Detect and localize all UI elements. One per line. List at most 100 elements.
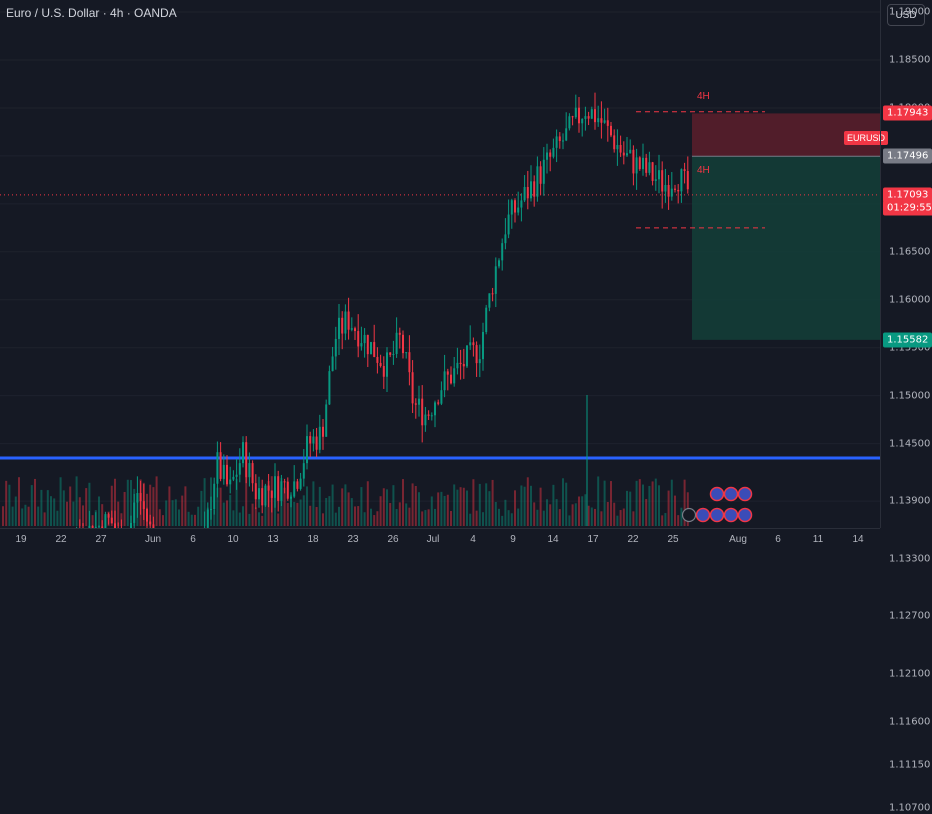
volume-bar xyxy=(143,483,145,526)
candle-body xyxy=(357,331,359,346)
volume-bar xyxy=(485,483,487,526)
candle-body xyxy=(463,364,465,366)
time-tick-label: 6 xyxy=(775,534,781,545)
volume-bar xyxy=(66,502,68,526)
event-icon xyxy=(739,509,752,522)
volume-bar xyxy=(72,502,74,526)
candle-body xyxy=(287,482,289,499)
candle-body xyxy=(626,153,628,155)
candle-body xyxy=(367,335,369,354)
volume-bar xyxy=(434,509,436,526)
price-tick-label: 1.16000 xyxy=(889,294,930,305)
candle-body xyxy=(216,452,218,484)
candle-body xyxy=(316,437,318,450)
candle-body xyxy=(479,359,481,363)
chart-plot-area[interactable] xyxy=(0,0,880,528)
volume-bar xyxy=(632,511,634,526)
volume-bar xyxy=(581,496,583,526)
candle-body xyxy=(380,363,382,366)
volume-bar xyxy=(517,509,519,526)
candle-body xyxy=(610,126,612,136)
candle-body xyxy=(469,342,471,345)
candle-body xyxy=(562,140,564,141)
volume-bar xyxy=(520,485,522,526)
candle-body xyxy=(498,260,500,266)
volume-bar xyxy=(674,496,676,526)
candle-body xyxy=(373,342,375,357)
time-tick-label: 13 xyxy=(267,534,278,545)
candle-body xyxy=(296,481,298,489)
volume-bar xyxy=(399,502,401,526)
candle-body xyxy=(636,157,638,173)
volume-bar xyxy=(440,492,442,526)
candle-body xyxy=(642,158,644,169)
volume-bar xyxy=(568,515,570,526)
candle-body xyxy=(389,352,391,354)
candle-body xyxy=(629,150,631,153)
volume-bar xyxy=(498,509,500,526)
volume-bar xyxy=(556,499,558,526)
volume-bar xyxy=(34,479,36,526)
candle-body xyxy=(370,342,372,354)
volume-bar xyxy=(396,509,398,526)
time-tick-label: 14 xyxy=(852,534,863,545)
candle-body xyxy=(255,483,257,499)
volume-bar xyxy=(543,511,545,526)
time-tick-label: 11 xyxy=(813,534,823,545)
volume-bar xyxy=(204,478,206,526)
candle-body xyxy=(213,484,215,509)
candle-body xyxy=(613,135,615,149)
volume-bar xyxy=(296,503,298,526)
event-icon xyxy=(739,488,752,501)
volume-bar xyxy=(511,513,513,526)
candle-body xyxy=(351,328,353,329)
event-icon xyxy=(697,509,710,522)
price-tick-label: 1.11600 xyxy=(889,716,930,727)
candle-body xyxy=(568,116,570,128)
candle-body xyxy=(364,335,366,343)
volume-bar xyxy=(226,500,228,526)
candle-body xyxy=(533,181,535,196)
candle-body xyxy=(552,148,554,157)
price-axis[interactable]: USD 1.190001.185001.180001.175001.170001… xyxy=(880,0,932,528)
volume-bar xyxy=(642,485,644,526)
target-price-tag: 1.15582 xyxy=(883,332,932,347)
candle-body xyxy=(264,486,266,506)
volume-bar xyxy=(376,511,378,526)
volume-bar xyxy=(303,495,305,526)
volume-bar xyxy=(268,481,270,526)
volume-bar xyxy=(108,512,110,526)
volume-bar xyxy=(402,479,404,526)
volume-bar xyxy=(424,510,426,526)
candle-body xyxy=(556,136,558,147)
volume-bar xyxy=(21,508,23,526)
volume-bar xyxy=(437,492,439,526)
candle-body xyxy=(332,356,334,371)
volume-bar xyxy=(264,504,266,526)
volume-bar xyxy=(492,480,494,526)
volume-bar xyxy=(466,491,468,526)
volume-bar xyxy=(50,496,52,526)
candlestick-chart[interactable] xyxy=(0,0,880,528)
candle-body xyxy=(344,312,346,334)
volume-bar xyxy=(5,481,7,526)
lightning-icon xyxy=(683,509,696,522)
volume-bar xyxy=(479,484,481,526)
volume-bar xyxy=(472,479,474,526)
volume-bar xyxy=(31,485,33,526)
time-tick-label: 25 xyxy=(667,534,678,545)
time-tick-label: 14 xyxy=(547,534,558,545)
lower-zone-label: 4H xyxy=(697,165,710,176)
time-tick-label: Aug xyxy=(729,534,747,545)
volume-bar xyxy=(223,503,225,526)
candle-body xyxy=(594,109,596,122)
volume-bar xyxy=(524,487,526,526)
candle-body xyxy=(325,404,327,436)
volume-bar xyxy=(591,507,593,526)
volume-bar xyxy=(536,510,538,526)
volume-bar xyxy=(44,512,46,526)
candle-body xyxy=(312,437,314,444)
volume-bar xyxy=(104,516,106,526)
volume-bar xyxy=(255,507,257,526)
